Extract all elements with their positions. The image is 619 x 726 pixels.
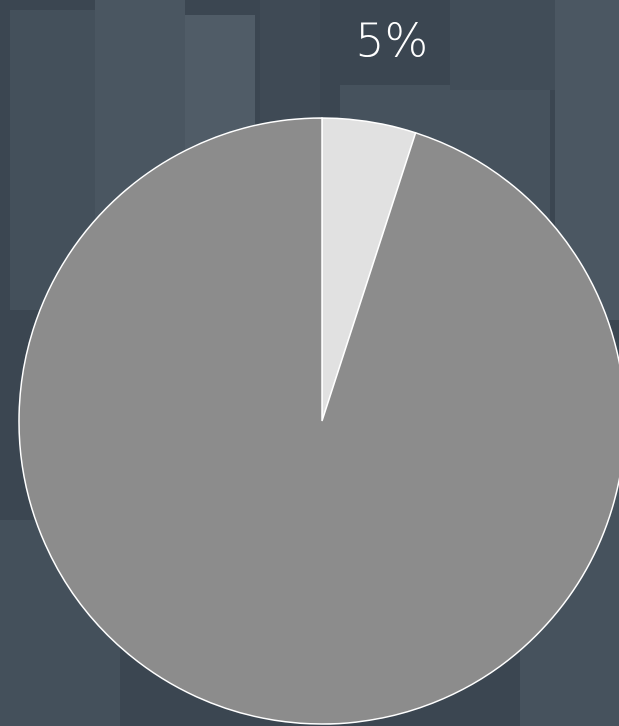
building — [450, 0, 560, 90]
pie-slice — [18, 117, 619, 725]
pie — [18, 117, 619, 725]
slice-label: 5% — [355, 13, 428, 67]
building — [260, 0, 320, 120]
